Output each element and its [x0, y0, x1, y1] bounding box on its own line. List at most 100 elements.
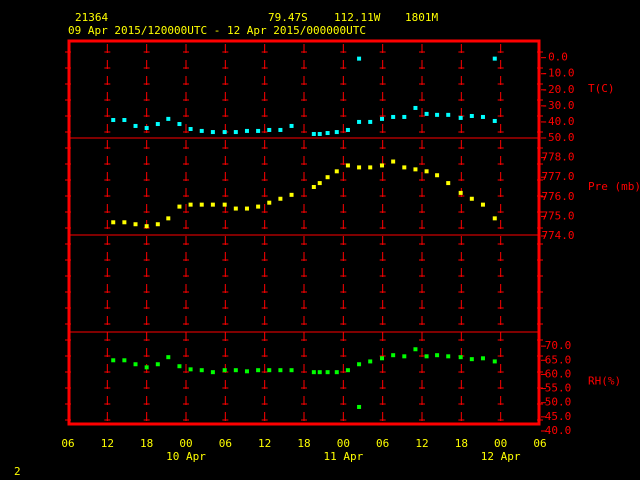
point: [380, 356, 385, 361]
point: [317, 181, 322, 186]
point: [122, 220, 127, 225]
point: [368, 359, 373, 364]
point: [256, 204, 261, 209]
point: [133, 222, 138, 227]
point: [111, 220, 116, 225]
point: [267, 200, 272, 205]
point: [222, 130, 227, 135]
y-tick-label: -40.0: [541, 115, 574, 128]
point: [267, 368, 272, 373]
point: [188, 127, 193, 132]
point: [413, 167, 418, 172]
point: [278, 127, 283, 132]
y-axis-label: RH(%): [588, 375, 621, 388]
point: [317, 131, 322, 136]
point: [122, 358, 127, 363]
y-tick-label: 60.0: [545, 367, 572, 380]
x-tick-label: 12: [258, 437, 271, 450]
x-tick-label: 06: [533, 437, 546, 450]
point: [317, 370, 322, 375]
point: [222, 368, 227, 373]
point: [435, 112, 440, 117]
y-axis-label: T(C): [588, 82, 615, 95]
point: [391, 353, 396, 358]
point: [334, 169, 339, 174]
y-tick-label: -10.0: [541, 67, 574, 80]
point: [368, 119, 373, 124]
y-tick-label: -30.0: [541, 99, 574, 112]
x-tick-label: 00: [337, 437, 350, 450]
point: [357, 56, 362, 61]
point: [345, 163, 350, 168]
point: [402, 114, 407, 119]
y-tick-label: 65.0: [545, 353, 572, 366]
point: [111, 118, 116, 123]
point: [380, 163, 385, 168]
point: [325, 131, 330, 136]
point: [144, 365, 149, 370]
point: [357, 119, 362, 124]
y-tick-label: 775.0: [541, 209, 574, 222]
point: [133, 123, 138, 128]
point: [144, 126, 149, 131]
point: [413, 105, 418, 110]
point: [210, 370, 215, 375]
point: [210, 130, 215, 135]
point: [233, 130, 238, 135]
point: [256, 368, 261, 373]
point: [155, 362, 160, 367]
y-tick-label: 774.0: [541, 229, 574, 242]
page-number: 2: [14, 465, 21, 478]
point: [458, 190, 463, 195]
point: [289, 192, 294, 197]
point: [289, 123, 294, 128]
latitude: 79.47S: [268, 11, 308, 24]
x-tick-label: 06: [376, 437, 389, 450]
x-tick-label: 12: [101, 437, 114, 450]
point: [311, 185, 316, 189]
point: [380, 116, 385, 121]
point: [222, 202, 227, 207]
x-tick-label: 06: [61, 437, 74, 450]
y-tick-label: 70.0: [545, 339, 572, 352]
point: [492, 216, 497, 221]
point: [480, 356, 485, 361]
frame: [67, 39, 541, 426]
y-tick-label: 40.0: [545, 424, 572, 437]
point: [480, 114, 485, 119]
point: [199, 202, 204, 207]
x-tick-label: 00: [494, 437, 507, 450]
point: [492, 359, 497, 364]
point: [278, 196, 283, 201]
x-tick-label: 18: [455, 437, 468, 450]
point: [233, 206, 238, 211]
point: [424, 354, 429, 359]
marks: [111, 56, 497, 409]
point: [435, 173, 440, 178]
point: [122, 118, 127, 123]
date-label: 11 Apr: [323, 450, 363, 463]
point: [177, 204, 182, 209]
y-tick-label: -50.0: [541, 131, 574, 144]
point: [413, 347, 418, 352]
y-tick-label: 778.0: [541, 151, 574, 164]
y-axis-label: Pre (mb): [588, 180, 640, 193]
x-tick-label: 06: [219, 437, 232, 450]
point: [133, 362, 138, 367]
y-tick-label: 0.0: [548, 51, 568, 64]
point: [391, 159, 396, 164]
point: [155, 122, 160, 127]
y-tick-label: 55.0: [545, 382, 572, 395]
point: [424, 111, 429, 116]
point: [446, 181, 451, 186]
point: [155, 222, 160, 227]
point: [166, 116, 171, 121]
y-tick-label: 776.0: [541, 190, 574, 203]
x-tick-label: 12: [415, 437, 428, 450]
point: [357, 165, 362, 170]
point: [111, 358, 116, 363]
point: [357, 404, 362, 409]
point: [210, 202, 215, 207]
point: [458, 355, 463, 360]
